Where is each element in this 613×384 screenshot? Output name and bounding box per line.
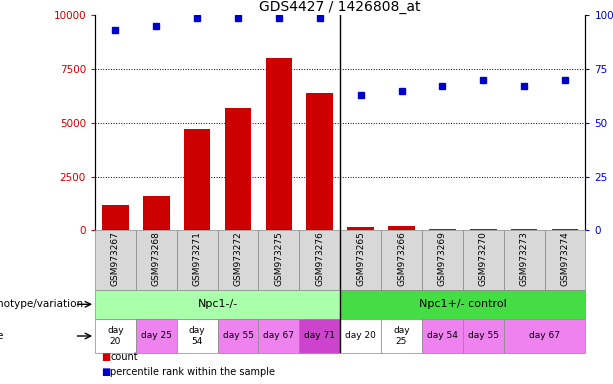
Text: GSM973274: GSM973274 — [560, 232, 569, 286]
Bar — [177, 319, 218, 353]
Text: age: age — [0, 331, 4, 341]
Text: day
54: day 54 — [189, 326, 205, 346]
Text: GSM973267: GSM973267 — [111, 232, 120, 286]
Bar — [136, 230, 177, 290]
Bar — [552, 229, 578, 230]
Text: Npc1+/- control: Npc1+/- control — [419, 299, 507, 310]
Bar — [422, 230, 463, 290]
Text: day 67: day 67 — [264, 331, 294, 341]
Bar — [340, 230, 381, 290]
Bar — [504, 319, 585, 353]
Bar — [470, 229, 497, 230]
Bar — [136, 319, 177, 353]
Text: GSM973270: GSM973270 — [479, 232, 488, 286]
Text: day 54: day 54 — [427, 331, 458, 341]
Bar — [225, 108, 251, 230]
Bar — [381, 230, 422, 290]
Bar — [299, 230, 340, 290]
Text: genotype/variation: genotype/variation — [0, 299, 84, 310]
Bar — [511, 229, 538, 230]
Bar — [218, 230, 259, 290]
Text: day 67: day 67 — [529, 331, 560, 341]
Text: day
25: day 25 — [393, 326, 410, 346]
Text: GSM973272: GSM973272 — [234, 232, 243, 286]
Text: GSM973268: GSM973268 — [152, 232, 161, 286]
Text: count: count — [110, 352, 138, 362]
Bar — [184, 129, 210, 230]
Text: day
20: day 20 — [107, 326, 124, 346]
Bar — [388, 226, 415, 230]
Title: GDS4427 / 1426808_at: GDS4427 / 1426808_at — [259, 0, 421, 14]
Bar — [177, 230, 218, 290]
Bar — [95, 319, 136, 353]
Text: day 55: day 55 — [223, 331, 254, 341]
Text: GSM973269: GSM973269 — [438, 232, 447, 286]
Bar — [102, 205, 129, 230]
Text: day 25: day 25 — [141, 331, 172, 341]
Bar — [381, 319, 422, 353]
Bar — [340, 290, 585, 319]
Bar — [143, 196, 170, 230]
Bar — [340, 319, 381, 353]
Bar — [348, 227, 374, 230]
Text: day 71: day 71 — [304, 331, 335, 341]
Bar — [422, 319, 463, 353]
Text: ■: ■ — [101, 367, 110, 377]
Bar — [544, 230, 585, 290]
Text: GSM973266: GSM973266 — [397, 232, 406, 286]
Text: GSM973265: GSM973265 — [356, 232, 365, 286]
Bar — [429, 229, 455, 230]
Bar — [259, 230, 299, 290]
Text: GSM973276: GSM973276 — [315, 232, 324, 286]
Text: percentile rank within the sample: percentile rank within the sample — [110, 367, 275, 377]
Text: day 20: day 20 — [345, 331, 376, 341]
Bar — [306, 93, 333, 230]
Text: Npc1-/-: Npc1-/- — [197, 299, 238, 310]
Text: ■: ■ — [101, 352, 110, 362]
Bar — [95, 290, 340, 319]
Bar — [463, 319, 504, 353]
Bar — [218, 319, 259, 353]
Bar — [504, 230, 544, 290]
Text: day 55: day 55 — [468, 331, 499, 341]
Text: GSM973273: GSM973273 — [520, 232, 528, 286]
Text: GSM973275: GSM973275 — [275, 232, 283, 286]
Bar — [95, 230, 136, 290]
Text: GSM973271: GSM973271 — [192, 232, 202, 286]
Bar — [259, 319, 299, 353]
Bar — [265, 58, 292, 230]
Bar — [463, 230, 504, 290]
Bar — [299, 319, 340, 353]
